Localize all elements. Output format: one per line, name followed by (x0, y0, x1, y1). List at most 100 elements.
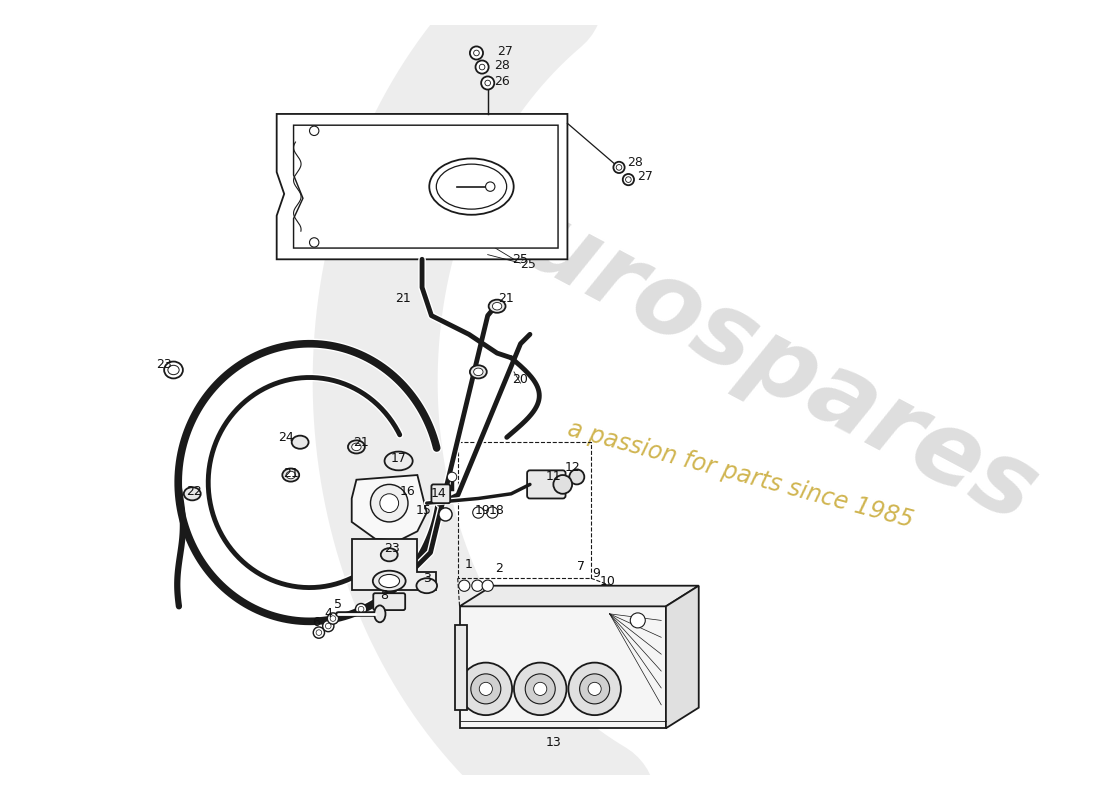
Circle shape (525, 674, 556, 704)
Circle shape (474, 50, 480, 56)
Text: 12: 12 (564, 461, 580, 474)
Text: 6: 6 (312, 616, 320, 629)
Circle shape (471, 674, 501, 704)
Text: 16: 16 (400, 486, 416, 498)
Circle shape (480, 64, 485, 70)
Circle shape (472, 580, 483, 591)
Circle shape (309, 238, 319, 247)
Text: 21: 21 (395, 292, 411, 306)
Circle shape (326, 623, 331, 629)
Text: eurospares: eurospares (449, 162, 1053, 545)
Polygon shape (460, 586, 698, 606)
Ellipse shape (164, 362, 183, 378)
Circle shape (460, 662, 513, 715)
Text: 17: 17 (390, 452, 407, 465)
Ellipse shape (292, 436, 309, 449)
Text: 20: 20 (513, 373, 528, 386)
Circle shape (553, 475, 572, 494)
Circle shape (359, 606, 364, 612)
Text: 15: 15 (416, 504, 432, 517)
Text: 25: 25 (513, 253, 528, 266)
Text: 14: 14 (431, 487, 447, 500)
Text: 27: 27 (637, 170, 652, 183)
Text: a passion for parts since 1985: a passion for parts since 1985 (565, 418, 916, 533)
Text: 23: 23 (384, 542, 400, 554)
Circle shape (371, 485, 408, 522)
Text: 21: 21 (353, 436, 369, 449)
Circle shape (309, 126, 319, 135)
Circle shape (330, 616, 336, 622)
Text: 3: 3 (422, 572, 431, 585)
Circle shape (475, 61, 488, 74)
Text: 21: 21 (283, 466, 298, 480)
Circle shape (630, 613, 646, 628)
Circle shape (626, 177, 631, 182)
Circle shape (482, 580, 493, 591)
Text: 1: 1 (465, 558, 473, 570)
Polygon shape (352, 539, 436, 590)
Circle shape (379, 494, 398, 513)
Ellipse shape (437, 164, 507, 209)
FancyBboxPatch shape (527, 470, 565, 498)
Ellipse shape (474, 368, 483, 376)
Circle shape (473, 507, 484, 518)
Polygon shape (352, 475, 427, 541)
Circle shape (481, 77, 494, 90)
Polygon shape (455, 625, 468, 710)
Ellipse shape (488, 300, 506, 313)
Text: 8: 8 (381, 589, 388, 602)
Ellipse shape (374, 606, 385, 622)
Circle shape (485, 80, 491, 86)
Ellipse shape (385, 451, 412, 470)
Ellipse shape (184, 487, 200, 500)
Circle shape (322, 621, 334, 632)
Ellipse shape (373, 570, 406, 591)
FancyBboxPatch shape (431, 485, 450, 503)
Circle shape (439, 508, 452, 521)
Circle shape (328, 613, 339, 624)
Circle shape (314, 627, 324, 638)
Text: 28: 28 (627, 156, 644, 170)
Circle shape (534, 682, 547, 695)
Text: 18: 18 (490, 504, 505, 517)
Circle shape (514, 662, 566, 715)
Ellipse shape (352, 443, 361, 450)
Circle shape (470, 46, 483, 59)
Text: 10: 10 (600, 574, 616, 587)
Polygon shape (666, 586, 698, 728)
Text: 22: 22 (186, 486, 202, 498)
Text: 4: 4 (324, 607, 332, 620)
Circle shape (616, 165, 622, 170)
Text: 7: 7 (578, 561, 585, 574)
Text: 23: 23 (156, 358, 172, 371)
Polygon shape (294, 125, 558, 248)
Polygon shape (460, 606, 666, 728)
Circle shape (580, 674, 609, 704)
Text: 25: 25 (520, 258, 537, 270)
Circle shape (588, 682, 602, 695)
Circle shape (485, 182, 495, 191)
Text: 27: 27 (497, 45, 513, 58)
Ellipse shape (470, 366, 487, 378)
Ellipse shape (429, 158, 514, 214)
Circle shape (480, 682, 493, 695)
Text: 9: 9 (593, 567, 601, 580)
Ellipse shape (348, 440, 365, 454)
Polygon shape (277, 114, 568, 259)
Circle shape (459, 580, 470, 591)
Text: 19: 19 (475, 504, 491, 517)
Circle shape (570, 470, 584, 485)
Ellipse shape (417, 578, 437, 594)
Ellipse shape (286, 471, 296, 478)
Circle shape (487, 507, 498, 518)
Ellipse shape (283, 469, 299, 482)
Circle shape (448, 472, 456, 482)
Circle shape (569, 662, 620, 715)
Text: 24: 24 (278, 431, 294, 444)
Text: 13: 13 (546, 736, 561, 749)
Circle shape (316, 630, 321, 635)
Text: 28: 28 (494, 58, 510, 72)
Ellipse shape (168, 366, 179, 374)
Text: 5: 5 (333, 598, 342, 611)
Ellipse shape (493, 302, 502, 310)
